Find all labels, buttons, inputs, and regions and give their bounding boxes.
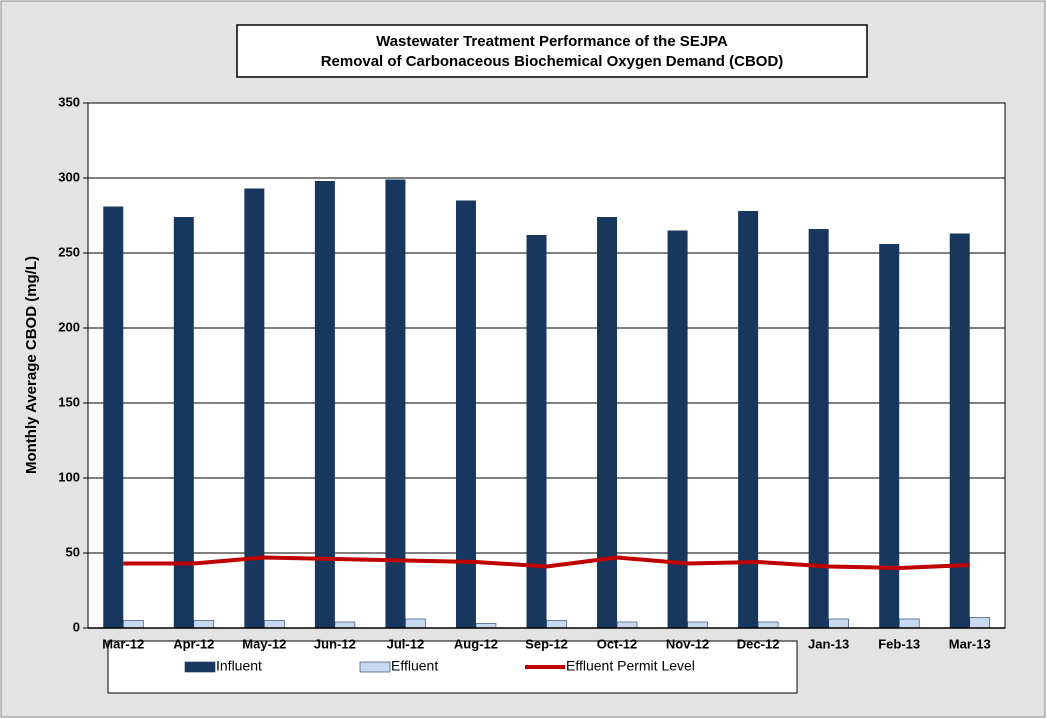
bar — [385, 179, 406, 628]
x-tick-label: Mar-12 — [102, 636, 144, 651]
y-tick-label: 350 — [58, 94, 80, 109]
bar — [616, 621, 638, 629]
bar — [687, 621, 708, 629]
x-tick-label: Jul-12 — [387, 636, 425, 651]
y-tick-label: 50 — [66, 544, 80, 559]
x-tick-label: Jun-12 — [314, 636, 356, 651]
bar — [264, 620, 285, 629]
bar — [898, 618, 920, 629]
bar — [405, 618, 426, 629]
x-tick-label: Apr-12 — [173, 636, 214, 651]
y-tick-label: 150 — [58, 394, 80, 409]
bar — [808, 229, 829, 628]
bar — [193, 620, 215, 629]
bar — [546, 620, 567, 629]
bar — [173, 217, 194, 628]
x-tick-label: May-12 — [242, 636, 286, 651]
legend — [107, 640, 798, 694]
bar — [597, 217, 618, 628]
bar — [969, 617, 991, 629]
bar — [334, 621, 356, 629]
x-tick-label: Aug-12 — [454, 636, 498, 651]
x-tick-label: Nov-12 — [666, 636, 709, 651]
chart-title: Wastewater Treatment Performance of the … — [376, 33, 728, 50]
bar — [879, 244, 900, 628]
bar — [757, 621, 779, 629]
legend-label: Effluent Permit Level — [566, 658, 695, 674]
line — [123, 555, 970, 570]
bar — [314, 181, 335, 628]
legend-swatch — [184, 661, 216, 673]
x-tick-label: Mar-13 — [949, 636, 991, 651]
title-box — [236, 24, 868, 78]
bar — [667, 230, 688, 628]
x-tick-label: Sep-12 — [525, 636, 568, 651]
y-tick-label: 0 — [73, 619, 80, 634]
x-tick-label: Jan-13 — [808, 636, 849, 651]
y-tick-label: 200 — [58, 319, 80, 334]
x-tick-label: Feb-13 — [878, 636, 920, 651]
legend-label: Effluent — [391, 658, 438, 674]
bar — [828, 618, 849, 629]
bar — [244, 188, 265, 628]
x-tick-label: Dec-12 — [737, 636, 780, 651]
bar — [949, 233, 970, 628]
bar — [122, 620, 144, 629]
bar — [738, 211, 759, 628]
bar — [455, 200, 476, 628]
legend-label: Influent — [216, 658, 262, 674]
y-axis-label: Monthly Average CBOD (mg/L) — [23, 256, 40, 474]
x-tick-label: Oct-12 — [597, 636, 637, 651]
bar — [103, 206, 124, 628]
legend-swatch — [359, 661, 391, 673]
y-tick-label: 250 — [58, 244, 80, 259]
y-tick-label: 300 — [58, 169, 80, 184]
chart-subtitle: Removal of Carbonaceous Biochemical Oxyg… — [321, 53, 784, 70]
bar — [526, 235, 547, 628]
y-tick-label: 100 — [58, 469, 80, 484]
